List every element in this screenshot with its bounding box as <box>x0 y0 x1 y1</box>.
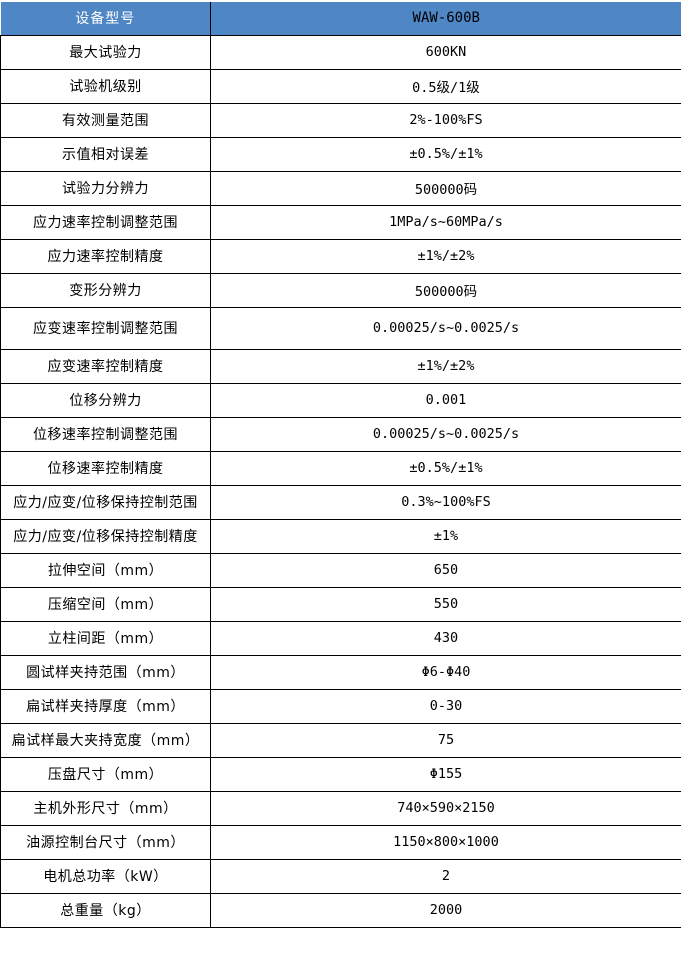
spec-value-cell: 0.00025/s~0.0025/s <box>210 306 681 350</box>
table-row: 应变速率控制精度 ±1%/±2% <box>0 348 681 384</box>
spec-value-cell: 0-30 <box>210 688 681 724</box>
table-row: 有效测量范围 2%-100%FS <box>0 102 681 138</box>
spec-value-cell: 75 <box>210 722 681 758</box>
spec-param-cell: 应力速率控制精度 <box>0 238 211 274</box>
spec-param-cell: 压盘尺寸（mm） <box>0 756 211 792</box>
spec-value-cell: 740×590×2150 <box>210 790 681 826</box>
spec-param-cell: 试验机级别 <box>0 68 211 104</box>
table-row: 位移速率控制调整范围 0.00025/s~0.0025/s <box>0 416 681 452</box>
spec-value-cell: 600KN <box>210 34 681 70</box>
spec-value-cell: Φ6-Φ40 <box>210 654 681 690</box>
spec-param-cell: 圆试样夹持范围（mm） <box>0 654 211 690</box>
spec-param-cell: 电机总功率（kW） <box>0 858 211 894</box>
spec-value-cell: ±1%/±2% <box>210 238 681 274</box>
spec-value-cell: 2%-100%FS <box>210 102 681 138</box>
spec-value-cell: 500000码 <box>210 272 681 308</box>
spec-param-cell: 压缩空间（mm） <box>0 586 211 622</box>
spec-param-cell: 应变速率控制调整范围 <box>0 306 211 350</box>
spec-value-cell: ±1% <box>210 518 681 554</box>
spec-param-cell: 位移分辨力 <box>0 382 211 418</box>
spec-param-cell: 应力/应变/位移保持控制范围 <box>0 484 211 520</box>
table-row: 圆试样夹持范围（mm） Φ6-Φ40 <box>0 654 681 690</box>
table-row: 应力/应变/位移保持控制范围 0.3%~100%FS <box>0 484 681 520</box>
spec-value-cell: ±0.5%/±1% <box>210 450 681 486</box>
table-row: 扁试样最大夹持宽度（mm） 75 <box>0 722 681 758</box>
spec-value-cell: 1150×800×1000 <box>210 824 681 860</box>
spec-value-cell: 650 <box>210 552 681 588</box>
spec-param-cell: 最大试验力 <box>0 34 211 70</box>
spec-param-cell: 试验力分辨力 <box>0 170 211 206</box>
spec-param-cell: 应力/应变/位移保持控制精度 <box>0 518 211 554</box>
spec-value-cell: 2000 <box>210 892 681 928</box>
spec-param-cell: 扁试样夹持厚度（mm） <box>0 688 211 724</box>
spec-param-cell: 变形分辨力 <box>0 272 211 308</box>
spec-value-cell: 550 <box>210 586 681 622</box>
spec-value-cell: ±0.5%/±1% <box>210 136 681 172</box>
spec-param-cell: 油源控制台尺寸（mm） <box>0 824 211 860</box>
table-row: 应变速率控制调整范围 0.00025/s~0.0025/s <box>0 306 681 350</box>
spec-value-cell: 0.001 <box>210 382 681 418</box>
table-row: 位移速率控制精度 ±0.5%/±1% <box>0 450 681 486</box>
spec-param-cell: 位移速率控制调整范围 <box>0 416 211 452</box>
spec-value-cell: 0.00025/s~0.0025/s <box>210 416 681 452</box>
spec-value-cell: 2 <box>210 858 681 894</box>
table-row: 扁试样夹持厚度（mm） 0-30 <box>0 688 681 724</box>
table-row: 位移分辨力 0.001 <box>0 382 681 418</box>
table-row: 立柱间距（mm） 430 <box>0 620 681 656</box>
spec-param-cell: 总重量（kg） <box>0 892 211 928</box>
header-device-model-label: 设备型号 <box>0 2 211 35</box>
table-row: 总重量（kg） 2000 <box>0 892 681 928</box>
spec-param-cell: 立柱间距（mm） <box>0 620 211 656</box>
table-row: 电机总功率（kW） 2 <box>0 858 681 894</box>
spec-param-cell: 示值相对误差 <box>0 136 211 172</box>
table-row: 试验力分辨力 500000码 <box>0 170 681 206</box>
table-row: 应力/应变/位移保持控制精度 ±1% <box>0 518 681 554</box>
spec-param-cell: 主机外形尺寸（mm） <box>0 790 211 826</box>
table-row: 示值相对误差 ±0.5%/±1% <box>0 136 681 172</box>
header-model-value: WAW-600B <box>210 2 681 35</box>
spec-param-cell: 拉伸空间（mm） <box>0 552 211 588</box>
spec-value-cell: 500000码 <box>210 170 681 206</box>
table-row: 试验机级别 0.5级/1级 <box>0 68 681 104</box>
spec-param-cell: 位移速率控制精度 <box>0 450 211 486</box>
table-row: 变形分辨力 500000码 <box>0 272 681 308</box>
spec-value-cell: 0.5级/1级 <box>210 68 681 104</box>
table-header-row: 设备型号 WAW-600B <box>0 2 681 35</box>
table-row: 应力速率控制精度 ±1%/±2% <box>0 238 681 274</box>
equipment-spec-table: 设备型号 WAW-600B 最大试验力 600KN 试验机级别 0.5级/1级 … <box>0 2 681 928</box>
table-row: 压缩空间（mm） 550 <box>0 586 681 622</box>
spec-table-body: 最大试验力 600KN 试验机级别 0.5级/1级 有效测量范围 2%-100%… <box>0 34 681 928</box>
spec-param-cell: 应变速率控制精度 <box>0 348 211 384</box>
spec-value-cell: 0.3%~100%FS <box>210 484 681 520</box>
spec-value-cell: ±1%/±2% <box>210 348 681 384</box>
spec-value-cell: Φ155 <box>210 756 681 792</box>
table-row: 拉伸空间（mm） 650 <box>0 552 681 588</box>
spec-param-cell: 应力速率控制调整范围 <box>0 204 211 240</box>
spec-value-cell: 1MPa/s~60MPa/s <box>210 204 681 240</box>
table-row: 压盘尺寸（mm） Φ155 <box>0 756 681 792</box>
spec-param-cell: 有效测量范围 <box>0 102 211 138</box>
table-row: 主机外形尺寸（mm） 740×590×2150 <box>0 790 681 826</box>
table-row: 应力速率控制调整范围 1MPa/s~60MPa/s <box>0 204 681 240</box>
table-row: 最大试验力 600KN <box>0 34 681 70</box>
spec-value-cell: 430 <box>210 620 681 656</box>
spec-param-cell: 扁试样最大夹持宽度（mm） <box>0 722 211 758</box>
table-row: 油源控制台尺寸（mm） 1150×800×1000 <box>0 824 681 860</box>
